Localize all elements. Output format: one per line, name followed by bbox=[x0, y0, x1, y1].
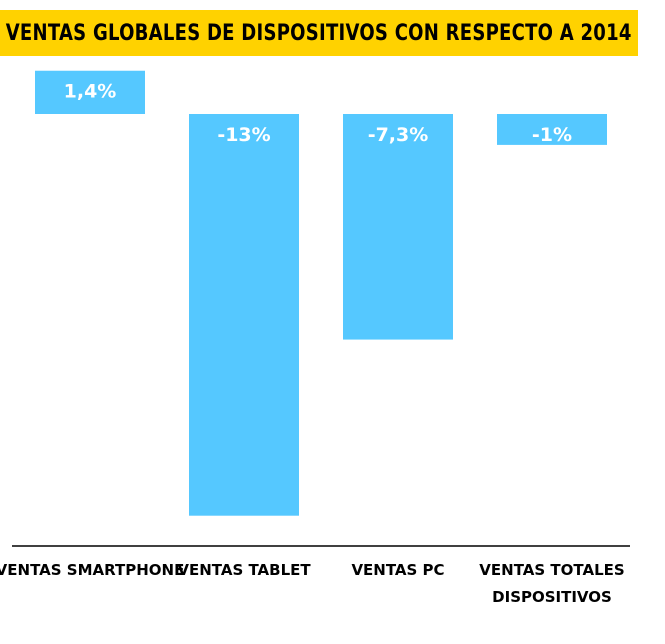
bar-3 bbox=[497, 114, 607, 145]
bar-value-label-1: -13% bbox=[217, 124, 270, 146]
category-label-0: VENTAS SMARTPHONE bbox=[0, 561, 184, 579]
category-label-3-line-0: VENTAS TOTALES bbox=[479, 561, 624, 579]
bar-1 bbox=[189, 114, 299, 516]
bar-0 bbox=[35, 70, 145, 114]
bar-2 bbox=[343, 114, 453, 340]
bars-group: 1,4% -13% -7,3% -1% bbox=[35, 70, 607, 516]
category-label-3-line-1: DISPOSITIVOS bbox=[492, 588, 612, 606]
bar-value-label-2: -7,3% bbox=[368, 124, 429, 146]
bar-value-label-3: -1% bbox=[532, 124, 572, 146]
chart-title: VENTAS GLOBALES DE DISPOSITIVOS CON RESP… bbox=[6, 20, 632, 46]
category-label-1: VENTAS TABLET bbox=[177, 561, 311, 579]
chart-title-banner: VENTAS GLOBALES DE DISPOSITIVOS CON RESP… bbox=[0, 10, 638, 56]
category-label-2: VENTAS PC bbox=[351, 561, 444, 579]
bar-value-label-0: 1,4% bbox=[64, 81, 117, 103]
